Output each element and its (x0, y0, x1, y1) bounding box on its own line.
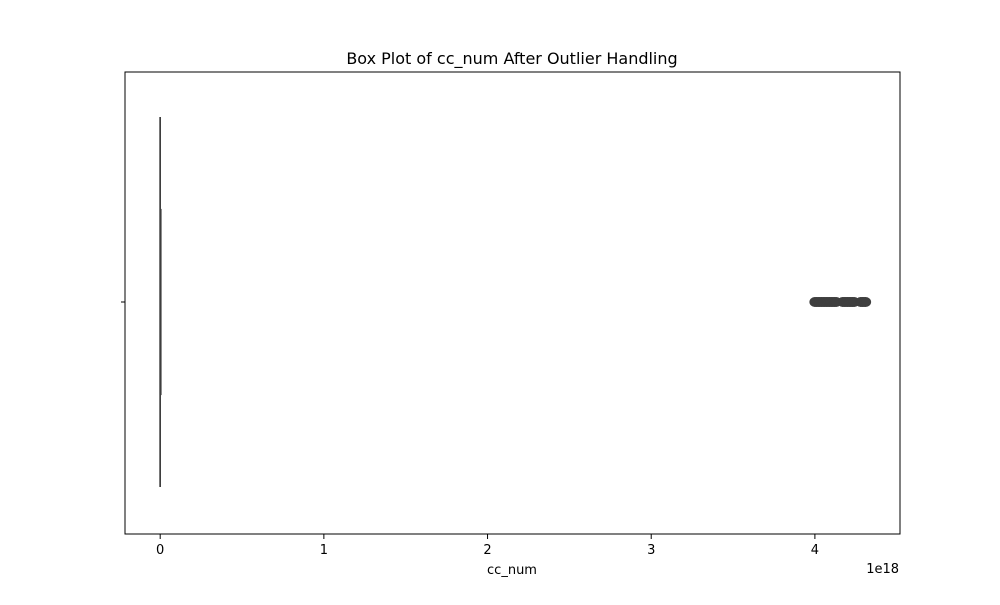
x-tick-label: 3 (647, 543, 655, 558)
x-tick-label: 0 (156, 543, 164, 558)
x-axis-label: cc_num (487, 563, 537, 578)
plot-area (159, 117, 872, 487)
x-tick-label: 1 (320, 543, 328, 558)
x-tick-label: 4 (811, 543, 819, 558)
plot-frame (124, 71, 901, 535)
x-axis-offset-label: 1e18 (866, 562, 899, 577)
x-axis: 0 1 2 3 4 (121, 71, 901, 558)
x-tick-label: 2 (483, 543, 491, 558)
outlier-point (860, 297, 872, 307)
chart-title: Box Plot of cc_num After Outlier Handlin… (346, 49, 677, 69)
